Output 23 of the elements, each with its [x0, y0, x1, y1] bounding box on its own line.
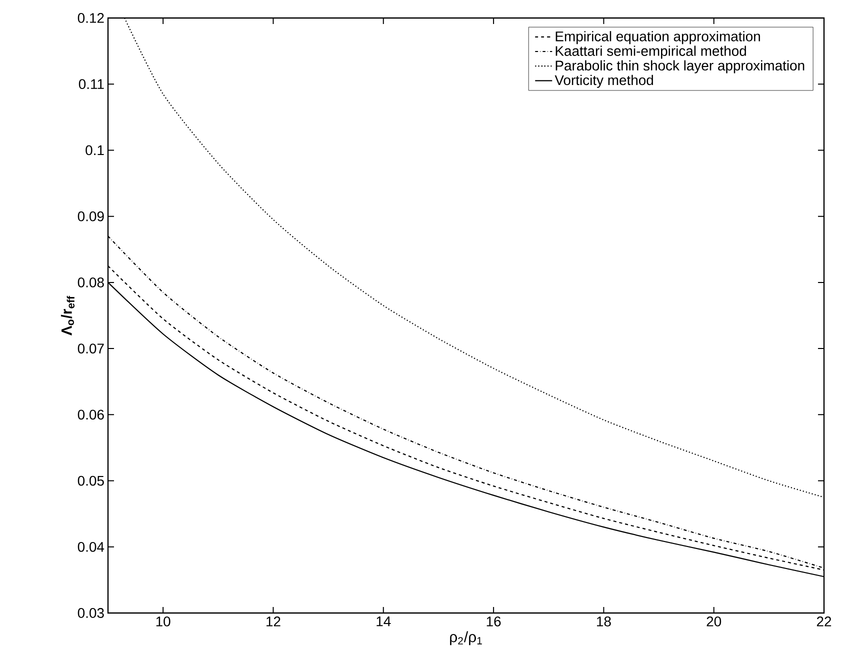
x-tick-label: 20	[706, 616, 722, 626]
y-tick-label: 0.07	[78, 344, 104, 354]
legend-label: Kaattari semi-empirical method	[556, 46, 746, 59]
y-tick-label: 0.05	[78, 476, 104, 486]
y-tick-label: 0.09	[78, 211, 104, 222]
x-tick-label: 18	[597, 616, 611, 626]
legend-label: Empirical equation approximation	[556, 31, 760, 44]
y-tick-label: 0.08	[78, 277, 104, 288]
y-tick-label: 0.12	[78, 13, 104, 23]
x-tick-label: 14	[376, 616, 391, 626]
legend-label: Parabolic thin shock layer approximation	[556, 60, 804, 74]
legend-label: Vorticity method	[554, 74, 653, 88]
x-axis-title: ρ$_{2}$/ρ$_{1}$	[450, 631, 482, 646]
y-tick-label: 0.04	[78, 542, 104, 552]
y-axis-title: Λ$_{o}$/r$_{eff}$	[60, 296, 74, 336]
y-tick-label: 0.03	[78, 608, 104, 618]
y-tick-label: 0.11	[78, 79, 104, 90]
x-tick-label: 12	[266, 616, 280, 626]
y-tick-label: 0.1	[86, 145, 104, 156]
y-tick-label: 0.06	[78, 410, 104, 420]
x-tick-label: 16	[486, 616, 501, 626]
x-tick-label: 10	[156, 616, 170, 626]
x-tick-label: 22	[816, 616, 832, 626]
